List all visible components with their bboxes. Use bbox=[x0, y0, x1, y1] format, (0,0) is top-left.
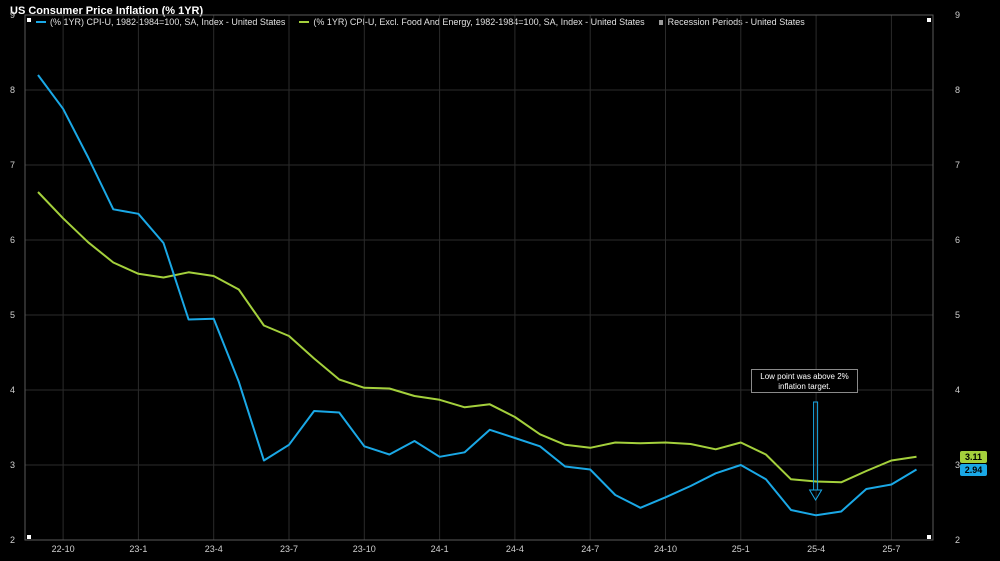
y-tick-left-5: 5 bbox=[10, 310, 15, 320]
annotation-arrow bbox=[808, 401, 823, 501]
x-tick-23-1: 23-1 bbox=[129, 544, 147, 554]
y-tick-right-8: 8 bbox=[955, 85, 960, 95]
y-tick-left-4: 4 bbox=[10, 385, 15, 395]
corner-marker-top-right bbox=[927, 18, 931, 22]
corner-marker-bottom-left bbox=[27, 535, 31, 539]
x-tick-23-10: 23-10 bbox=[353, 544, 376, 554]
legend-label-cpi: (% 1YR) CPI-U, 1982-1984=100, SA, Index … bbox=[50, 17, 286, 27]
y-tick-right-2: 2 bbox=[955, 535, 960, 545]
y-tick-left-3: 3 bbox=[10, 460, 15, 470]
y-tick-left-8: 8 bbox=[10, 85, 15, 95]
y-tick-left-6: 6 bbox=[10, 235, 15, 245]
x-tick-22-10: 22-10 bbox=[52, 544, 75, 554]
annotation-line-1: Low point was above 2% bbox=[760, 372, 849, 381]
last-value-badge-cpi: 2.94 bbox=[960, 464, 987, 476]
y-tick-right-7: 7 bbox=[955, 160, 960, 170]
y-tick-right-4: 4 bbox=[955, 385, 960, 395]
x-tick-24-10: 24-10 bbox=[654, 544, 677, 554]
legend-item-core[interactable]: (% 1YR) CPI-U, Excl. Food And Energy, 19… bbox=[299, 17, 645, 27]
x-tick-25-4: 25-4 bbox=[807, 544, 825, 554]
y-tick-left-2: 2 bbox=[10, 535, 15, 545]
chart-title: US Consumer Price Inflation (% 1YR) bbox=[10, 5, 204, 17]
y-tick-left-7: 7 bbox=[10, 160, 15, 170]
y-tick-right-5: 5 bbox=[955, 310, 960, 320]
annotation-box: Low point was above 2% inflation target. bbox=[751, 369, 858, 393]
x-tick-24-7: 24-7 bbox=[581, 544, 599, 554]
series-line-cpi bbox=[37, 74, 918, 517]
x-tick-24-1: 24-1 bbox=[431, 544, 449, 554]
last-value-badge-core: 3.11 bbox=[960, 451, 987, 463]
corner-marker-top-left bbox=[27, 18, 31, 22]
y-tick-right-6: 6 bbox=[955, 235, 960, 245]
series-group bbox=[37, 74, 918, 517]
x-axis: 22-10 23-1 23-4 23-7 23-10 24-1 24-4 24-7 24-10 2… bbox=[52, 544, 901, 554]
legend-swatch-core bbox=[299, 21, 310, 23]
series-line-core bbox=[37, 191, 917, 484]
annotation-arrow-head bbox=[808, 489, 823, 501]
y-tick-left-9: 9 bbox=[10, 10, 15, 20]
legend: (% 1YR) CPI-U, 1982-1984=100, SA, Index … bbox=[36, 17, 819, 27]
y-tick-right-9: 9 bbox=[955, 10, 960, 20]
y-axis-left: 2 3 4 5 6 7 8 9 bbox=[10, 10, 15, 545]
legend-swatch-cpi bbox=[36, 21, 46, 23]
plot-frame bbox=[24, 14, 934, 541]
x-tick-23-4: 23-4 bbox=[205, 544, 223, 554]
legend-item-cpi[interactable]: (% 1YR) CPI-U, 1982-1984=100, SA, Index … bbox=[36, 17, 285, 27]
x-tick-23-7: 23-7 bbox=[280, 544, 298, 554]
legend-label-core: (% 1YR) CPI-U, Excl. Food And Energy, 19… bbox=[313, 17, 645, 27]
legend-label-recession: Recession Periods - United States bbox=[667, 17, 805, 27]
y-tick-right-3: 3 bbox=[955, 460, 960, 470]
x-tick-25-7: 25-7 bbox=[882, 544, 900, 554]
y-axis-right: 2 3 4 5 6 7 8 9 bbox=[955, 10, 960, 545]
x-tick-24-4: 24-4 bbox=[506, 544, 524, 554]
legend-item-recession[interactable]: Recession Periods - United States bbox=[658, 17, 805, 27]
corner-marker-bottom-right bbox=[927, 535, 931, 539]
legend-swatch-recession bbox=[658, 19, 663, 25]
x-tick-25-1: 25-1 bbox=[732, 544, 750, 554]
annotation-line-2: inflation target. bbox=[778, 382, 831, 391]
